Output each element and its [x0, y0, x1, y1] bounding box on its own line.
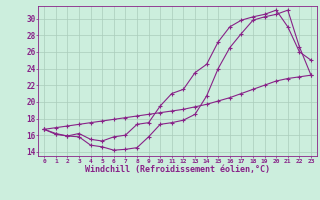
- X-axis label: Windchill (Refroidissement éolien,°C): Windchill (Refroidissement éolien,°C): [85, 165, 270, 174]
